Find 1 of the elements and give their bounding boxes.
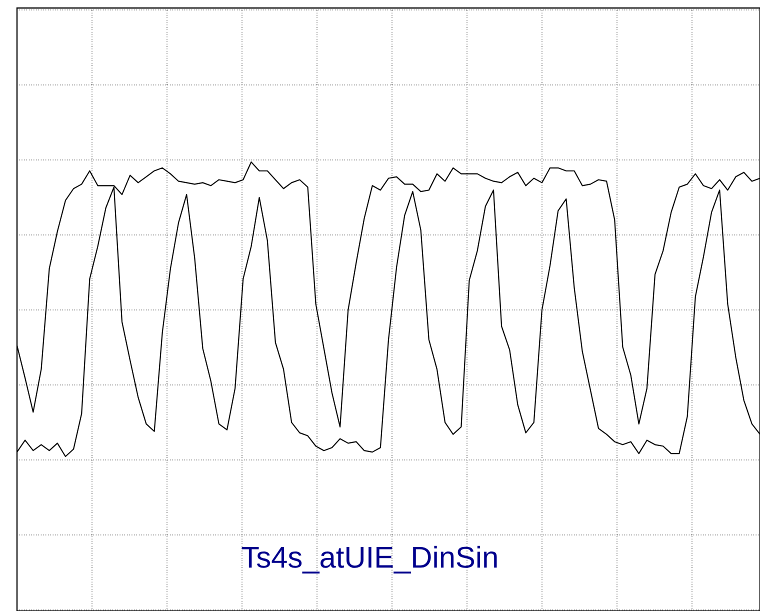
text: Ts4s_atUIE_DinSin <box>242 546 497 574</box>
